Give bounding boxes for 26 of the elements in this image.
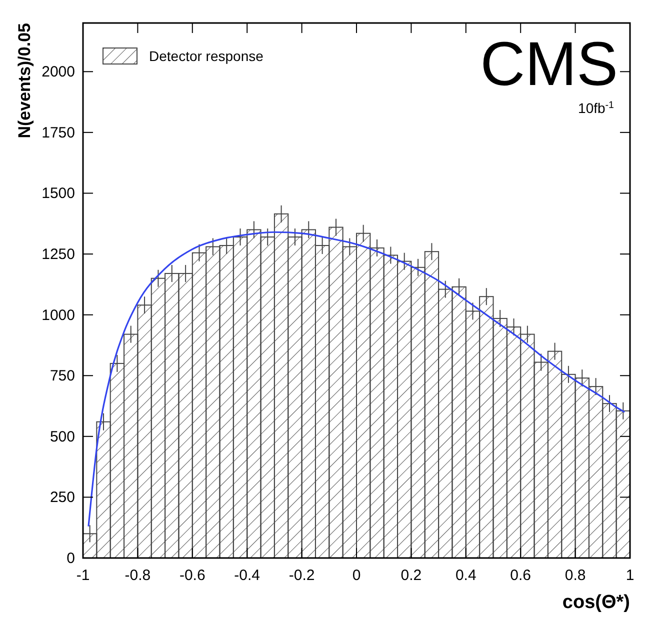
y-axis-title: N(events)/0.05 (15, 23, 34, 138)
y-tick-label: 500 (50, 428, 75, 446)
x-tick-label: 0.4 (455, 567, 476, 584)
x-tick-label: 0.6 (510, 567, 532, 584)
x-tick-label: 0 (352, 567, 361, 584)
y-tick-label: 1250 (42, 246, 75, 264)
x-tick-label: -0.8 (124, 567, 151, 584)
legend-label: Detector response (149, 48, 264, 64)
x-tick-label: 0.2 (400, 567, 422, 584)
annotation: CMS (480, 30, 618, 99)
x-tick-label: -0.4 (234, 567, 260, 584)
x-tick-label: 1 (626, 567, 634, 584)
annotation: 10fb$^{-1}$ (578, 100, 614, 116)
y-tick-label: 750 (50, 368, 75, 385)
y-tick-label: 1500 (42, 185, 75, 202)
x-tick-label: -0.2 (288, 567, 315, 584)
y-tick-label: 250 (50, 489, 75, 506)
x-tick-label: 0.8 (564, 567, 586, 584)
x-axis-title: cos(Θ*) (562, 592, 630, 613)
x-tick-label: -0.6 (179, 567, 206, 584)
y-tick-label: 1000 (42, 306, 75, 324)
x-tick-label: -1 (76, 567, 90, 584)
y-tick-label: 2000 (42, 64, 75, 81)
y-tick-label: 1750 (42, 124, 75, 142)
line-series (88, 231, 626, 528)
y-tick-label: 0 (66, 550, 75, 567)
